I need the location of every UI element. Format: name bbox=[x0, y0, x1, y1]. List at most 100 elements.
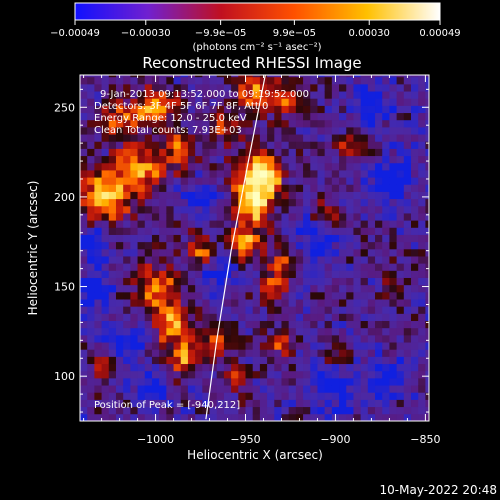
heatmap-cell bbox=[187, 198, 196, 207]
heatmap-cell bbox=[238, 385, 246, 393]
heatmap-cell bbox=[87, 377, 95, 386]
heatmap-cell bbox=[382, 270, 390, 278]
heatmap-cell bbox=[130, 75, 138, 78]
heatmap-cell bbox=[317, 406, 326, 415]
heatmap-cell bbox=[137, 126, 146, 135]
heatmap-cell bbox=[252, 406, 261, 415]
heatmap-cell bbox=[353, 291, 362, 300]
heatmap-cell bbox=[303, 105, 311, 114]
heatmap-cell bbox=[331, 313, 340, 322]
heatmap-cell bbox=[324, 256, 333, 264]
heatmap-cell bbox=[267, 241, 275, 250]
heatmap-cell bbox=[202, 284, 210, 293]
heatmap-cell bbox=[310, 162, 318, 171]
heatmap-cell bbox=[274, 220, 282, 228]
heatmap-cell bbox=[259, 177, 268, 185]
heatmap-cell bbox=[151, 134, 160, 142]
heatmap-cell bbox=[375, 363, 383, 372]
heatmap-cell bbox=[259, 291, 268, 300]
heatmap-cell bbox=[252, 105, 261, 114]
heatmap-cell bbox=[245, 406, 254, 415]
colorbar-tick-label: −9.9e−05 bbox=[195, 28, 247, 39]
heatmap-cell bbox=[346, 363, 354, 372]
heatmap-cell bbox=[324, 306, 333, 314]
heatmap-cell bbox=[375, 248, 383, 257]
heatmap-cell bbox=[144, 83, 153, 92]
heatmap-cell bbox=[202, 263, 210, 271]
heatmap-cell bbox=[396, 220, 405, 228]
heatmap-cell bbox=[389, 76, 398, 85]
heatmap-cell bbox=[411, 148, 419, 157]
heatmap-cell bbox=[267, 406, 275, 415]
heatmap-cell bbox=[144, 170, 153, 178]
heatmap-cell bbox=[346, 349, 354, 357]
heatmap-cell bbox=[317, 413, 326, 421]
heatmap-cell bbox=[216, 256, 225, 264]
heatmap-cell bbox=[231, 263, 239, 271]
heatmap-cell bbox=[346, 220, 354, 228]
heatmap-cell bbox=[259, 320, 268, 329]
heatmap-cell bbox=[130, 213, 138, 221]
heatmap-cell bbox=[223, 406, 232, 415]
observation-info: 9-Jan-2013 09:13:52.000 to 09:19:52.000 … bbox=[94, 89, 309, 136]
heatmap-cell bbox=[202, 241, 210, 250]
heatmap-cell bbox=[209, 112, 218, 121]
heatmap-cell bbox=[252, 119, 261, 128]
heatmap-cell bbox=[346, 320, 354, 329]
heatmap-cell bbox=[259, 119, 268, 128]
heatmap-cell bbox=[216, 377, 225, 386]
heatmap-cell bbox=[87, 184, 95, 192]
heatmap-cell bbox=[360, 284, 369, 293]
heatmap-cell bbox=[339, 220, 347, 228]
heatmap-cell bbox=[411, 413, 419, 421]
heatmap-cell bbox=[166, 162, 174, 171]
heatmap-cell bbox=[396, 342, 405, 350]
heatmap-cell bbox=[223, 363, 232, 372]
heatmap-cell bbox=[295, 76, 304, 85]
heatmap-cell bbox=[339, 105, 347, 114]
heatmap-cell bbox=[144, 277, 153, 286]
heatmap-cell bbox=[375, 170, 383, 178]
heatmap-cell bbox=[317, 277, 326, 286]
heatmap-cell bbox=[151, 220, 160, 228]
heatmap-cell bbox=[101, 155, 110, 164]
heatmap-cell bbox=[295, 342, 304, 350]
heatmap-cell bbox=[303, 98, 311, 106]
heatmap-cell bbox=[223, 141, 232, 149]
heatmap-cell bbox=[331, 306, 340, 314]
heatmap-cell bbox=[274, 170, 282, 178]
heatmap-cell bbox=[144, 105, 153, 114]
heatmap-cell bbox=[245, 313, 254, 322]
heatmap-cell bbox=[187, 184, 196, 192]
heatmap-cell bbox=[425, 291, 429, 300]
heatmap-cell bbox=[281, 392, 290, 400]
heatmap-cell bbox=[130, 248, 138, 257]
heatmap-cell bbox=[310, 191, 318, 200]
heatmap-cell bbox=[231, 91, 239, 99]
heatmap-cell bbox=[317, 126, 326, 135]
heatmap-cell bbox=[411, 105, 419, 114]
heatmap-cell bbox=[418, 277, 426, 286]
heatmap-cell bbox=[173, 119, 182, 128]
heatmap-cell bbox=[274, 205, 282, 214]
heatmap-cell bbox=[108, 385, 117, 393]
heatmap-cell bbox=[151, 256, 160, 264]
heatmap-cell bbox=[223, 105, 232, 114]
heatmap-cell bbox=[180, 155, 189, 164]
heatmap-cell bbox=[267, 76, 275, 85]
heatmap-cell bbox=[137, 75, 146, 78]
heatmap-cell bbox=[101, 148, 110, 157]
heatmap-cell bbox=[267, 334, 275, 343]
heatmap-cell bbox=[360, 184, 369, 192]
heatmap-cell bbox=[202, 112, 210, 121]
colorbar-tick-label: −0.00049 bbox=[50, 28, 100, 39]
heatmap-cell bbox=[187, 105, 196, 114]
heatmap-cell bbox=[425, 263, 429, 271]
heatmap-cell bbox=[411, 205, 419, 214]
heatmap-cell bbox=[288, 227, 297, 235]
heatmap-cell bbox=[382, 162, 390, 171]
heatmap-cell bbox=[202, 349, 210, 357]
heatmap-cell bbox=[130, 413, 138, 421]
heatmap-cell bbox=[411, 141, 419, 149]
heatmap-cell bbox=[339, 291, 347, 300]
